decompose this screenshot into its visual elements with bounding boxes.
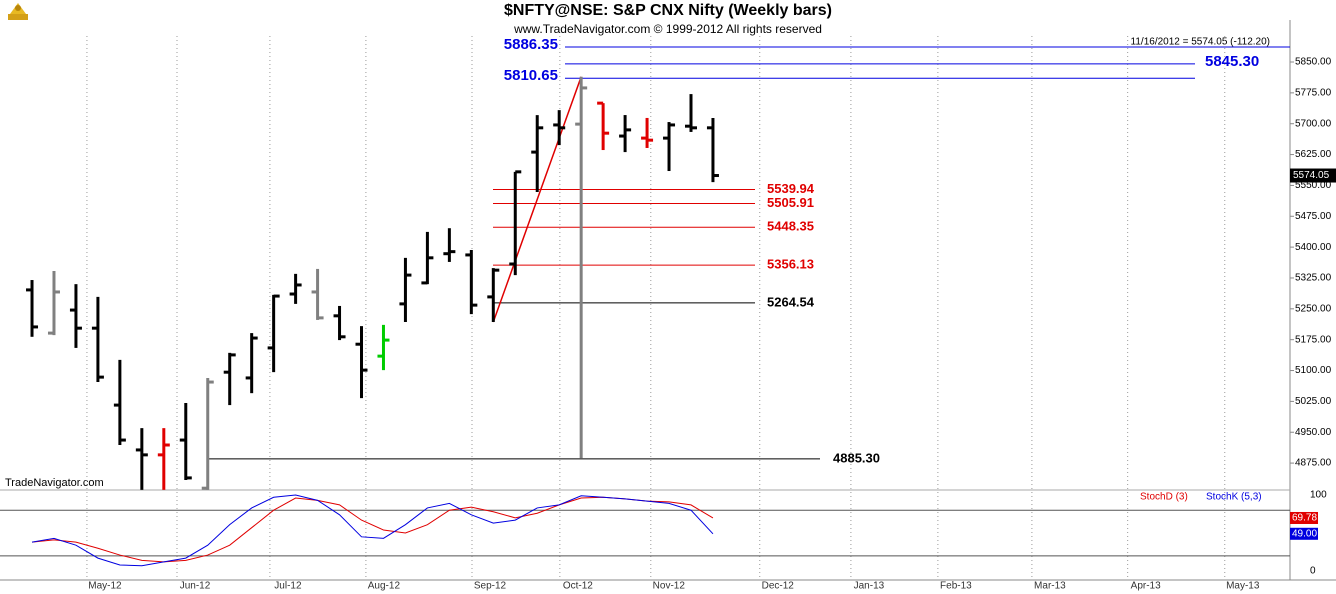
level-label: 5810.65: [504, 67, 558, 84]
y-tick-label: 5100.00: [1295, 365, 1332, 376]
value-tag-label: 49.00: [1292, 528, 1317, 539]
y-tick-label: 5775.00: [1295, 87, 1332, 98]
value-tag: [1290, 527, 1318, 540]
y-tick-label: 5850.00: [1295, 57, 1332, 68]
stoch-line: [31, 494, 714, 567]
level-label: 5845.30: [1205, 53, 1259, 70]
x-tick-label: Jan-13: [854, 581, 885, 592]
level-label: 5356.13: [767, 257, 814, 272]
y-tick-label: 100: [1310, 490, 1327, 501]
x-tick-label: Mar-13: [1034, 581, 1066, 592]
legend-label: StochD (3): [1140, 492, 1188, 503]
x-tick-label: May-13: [1226, 581, 1260, 592]
y-tick-label: 5175.00: [1295, 334, 1332, 345]
level-label: 4885.30: [833, 450, 880, 465]
x-tick-label: Dec-12: [762, 581, 795, 592]
chart-title: $NFTY@NSE: S&P CNX Nifty (Weekly bars): [504, 2, 832, 19]
y-tick-label: 5625.00: [1295, 149, 1332, 160]
x-tick-label: Jun-12: [180, 581, 211, 592]
y-tick-label: 5250.00: [1295, 303, 1332, 314]
level-label: 5886.35: [504, 36, 558, 53]
y-tick-label: 0: [1310, 566, 1316, 577]
y-tick-label: 5325.00: [1295, 273, 1332, 284]
value-tag-label: 69.78: [1292, 513, 1317, 524]
y-tick-label: 5400.00: [1295, 242, 1332, 253]
value-tag: [1290, 511, 1318, 524]
subtitle: www.TradeNavigator.com © 1999-2012 All r…: [513, 22, 822, 36]
y-tick-label: 5550.00: [1295, 180, 1332, 191]
x-tick-label: Sep-12: [474, 581, 507, 592]
y-tick-label: 5025.00: [1295, 396, 1332, 407]
y-tick-label: 4950.00: [1295, 427, 1332, 438]
y-tick-label: 5700.00: [1295, 118, 1332, 129]
level-label: 5539.94: [767, 181, 815, 196]
logo: [8, 3, 28, 20]
stoch-line: [31, 496, 714, 563]
price-tag-label: 5574.05: [1293, 170, 1330, 181]
legend-label: StochK (5,3): [1206, 492, 1262, 503]
level-label: 5448.35: [767, 219, 814, 234]
x-tick-label: Aug-12: [368, 581, 401, 592]
x-tick-label: Oct-12: [563, 581, 593, 592]
x-tick-label: Nov-12: [653, 581, 686, 592]
x-tick-label: May-12: [88, 581, 122, 592]
level-label: 5505.91: [767, 195, 814, 210]
level-label: 5264.54: [767, 294, 815, 309]
trend-line: [492, 76, 582, 323]
watermark: TradeNavigator.com: [5, 477, 104, 489]
x-tick-label: Feb-13: [940, 581, 972, 592]
x-tick-label: Jul-12: [274, 581, 302, 592]
price-tag: [1290, 168, 1336, 183]
y-tick-label: 4875.00: [1295, 458, 1332, 469]
y-tick-label: 5475.00: [1295, 211, 1332, 222]
price-info: 11/16/2012 = 5574.05 (-112.20): [1131, 37, 1270, 48]
x-tick-label: Apr-13: [1131, 581, 1161, 592]
